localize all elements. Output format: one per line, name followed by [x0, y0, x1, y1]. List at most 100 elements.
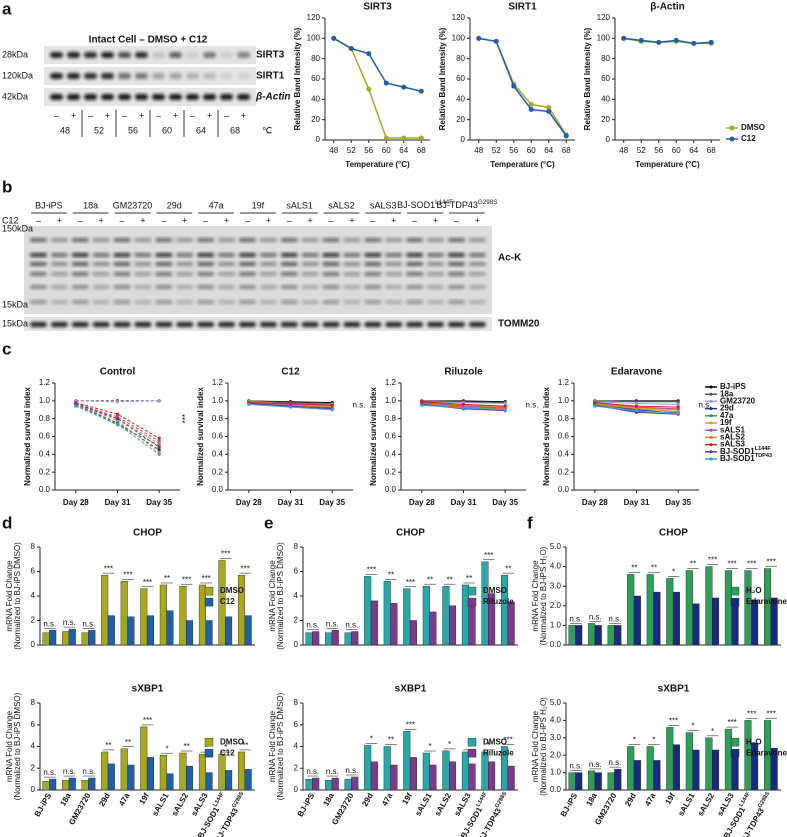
treatment-sign: – [78, 215, 83, 225]
bar [49, 630, 57, 646]
blot-marker: 150kDa [2, 223, 33, 233]
treatment-sign: – [122, 110, 127, 120]
point [676, 405, 680, 409]
treatment-sign: + [224, 215, 229, 225]
blot-band [280, 238, 298, 242]
treatment-sign: – [203, 215, 208, 225]
blot-band [448, 262, 465, 266]
chart-title: CHOP [133, 528, 162, 539]
point [115, 412, 120, 416]
point [420, 400, 424, 404]
legend-marker [709, 407, 713, 411]
bar [685, 732, 693, 791]
significance: ** [183, 742, 189, 751]
significance: * [633, 736, 636, 745]
blot-band [50, 272, 68, 276]
x-tick-label: 18a [321, 791, 336, 808]
x-tick-label-sup: L144F [476, 791, 490, 809]
y-tick-label: 0.2 [385, 467, 397, 476]
x-tick-label: sALS1 [413, 791, 434, 818]
blot-band [218, 272, 235, 276]
treatment-sign: + [173, 110, 178, 120]
bar [461, 751, 469, 791]
blot-band [280, 253, 298, 257]
legend-label: H₂O [746, 586, 762, 595]
blot-band [134, 285, 152, 289]
blot-band [239, 285, 256, 289]
treatment-sign: + [475, 215, 480, 225]
treatment-sign: – [454, 215, 459, 225]
bar [403, 588, 411, 646]
x-tick-label: 64 [544, 146, 553, 155]
point [634, 404, 639, 408]
blot-band [169, 52, 182, 58]
y-axis-label: mRNA Fold Change [268, 560, 277, 632]
blot-band [92, 322, 110, 327]
y-tick-label: 0.4 [385, 449, 397, 458]
y-tick-label: 4 [294, 591, 299, 600]
bar [312, 631, 320, 646]
bar [575, 625, 583, 646]
y-tick-label: 0 [31, 785, 36, 794]
legend-marker [709, 428, 713, 432]
blot-band [239, 272, 256, 276]
treatment-sign: + [99, 215, 104, 225]
bar [88, 777, 96, 791]
point [115, 422, 120, 426]
point [621, 35, 627, 41]
blot-band [101, 73, 114, 79]
point [157, 445, 161, 449]
point [288, 405, 293, 409]
y-axis-label: mRNA Fold Change [531, 560, 540, 632]
blot-band [134, 238, 152, 242]
x-tick-label: Day 31 [105, 498, 131, 507]
significance: * [165, 744, 168, 753]
x-axis-label: Temperature (°C) [345, 160, 410, 169]
blot-band [468, 238, 486, 242]
bar [344, 632, 352, 646]
blot-band [30, 238, 47, 242]
y-tick-label: 1.2 [385, 378, 397, 387]
bar [166, 773, 174, 791]
blot-band [406, 238, 424, 242]
treatment-sign: + [433, 215, 438, 225]
blot-band [468, 272, 486, 276]
y-tick-label: 6 [294, 567, 299, 576]
legend-label-main: BJ-SOD1 [720, 454, 755, 463]
legend-swatch [730, 737, 740, 747]
blot-band [301, 285, 319, 289]
legend-marker [729, 125, 735, 131]
bar [672, 744, 680, 791]
blot-band [134, 322, 152, 327]
x-tick-label: Day 28 [582, 498, 608, 507]
point [157, 452, 161, 456]
point [593, 404, 597, 408]
series-line [75, 403, 160, 442]
series-line [333, 37, 422, 92]
chart-title: C12 [281, 367, 300, 378]
blot-band [259, 322, 277, 327]
blot-band [239, 300, 256, 304]
x-tick-label: 29d [623, 791, 638, 808]
blot-band [364, 238, 382, 242]
blot-band [134, 300, 152, 304]
blot-band [67, 52, 80, 58]
legend-swatch [730, 597, 740, 607]
y-axis-label: Normalized survival index [23, 387, 32, 486]
blot-band [343, 262, 361, 266]
bar [62, 631, 70, 646]
bar [422, 586, 430, 646]
blot-band [218, 300, 235, 304]
group-label: BJ-SOD1L144F [397, 199, 453, 210]
blot-band [71, 238, 89, 242]
blot-band [197, 322, 215, 327]
blot-band [134, 272, 152, 276]
significance: ** [125, 738, 131, 747]
point [157, 442, 161, 446]
point [708, 39, 714, 45]
blot-band [197, 253, 215, 257]
y-tick-label: 0.6 [385, 432, 397, 441]
bar [724, 728, 732, 791]
y-tick-label: 6 [294, 720, 299, 729]
y-tick-label: 1.0 [550, 768, 562, 777]
